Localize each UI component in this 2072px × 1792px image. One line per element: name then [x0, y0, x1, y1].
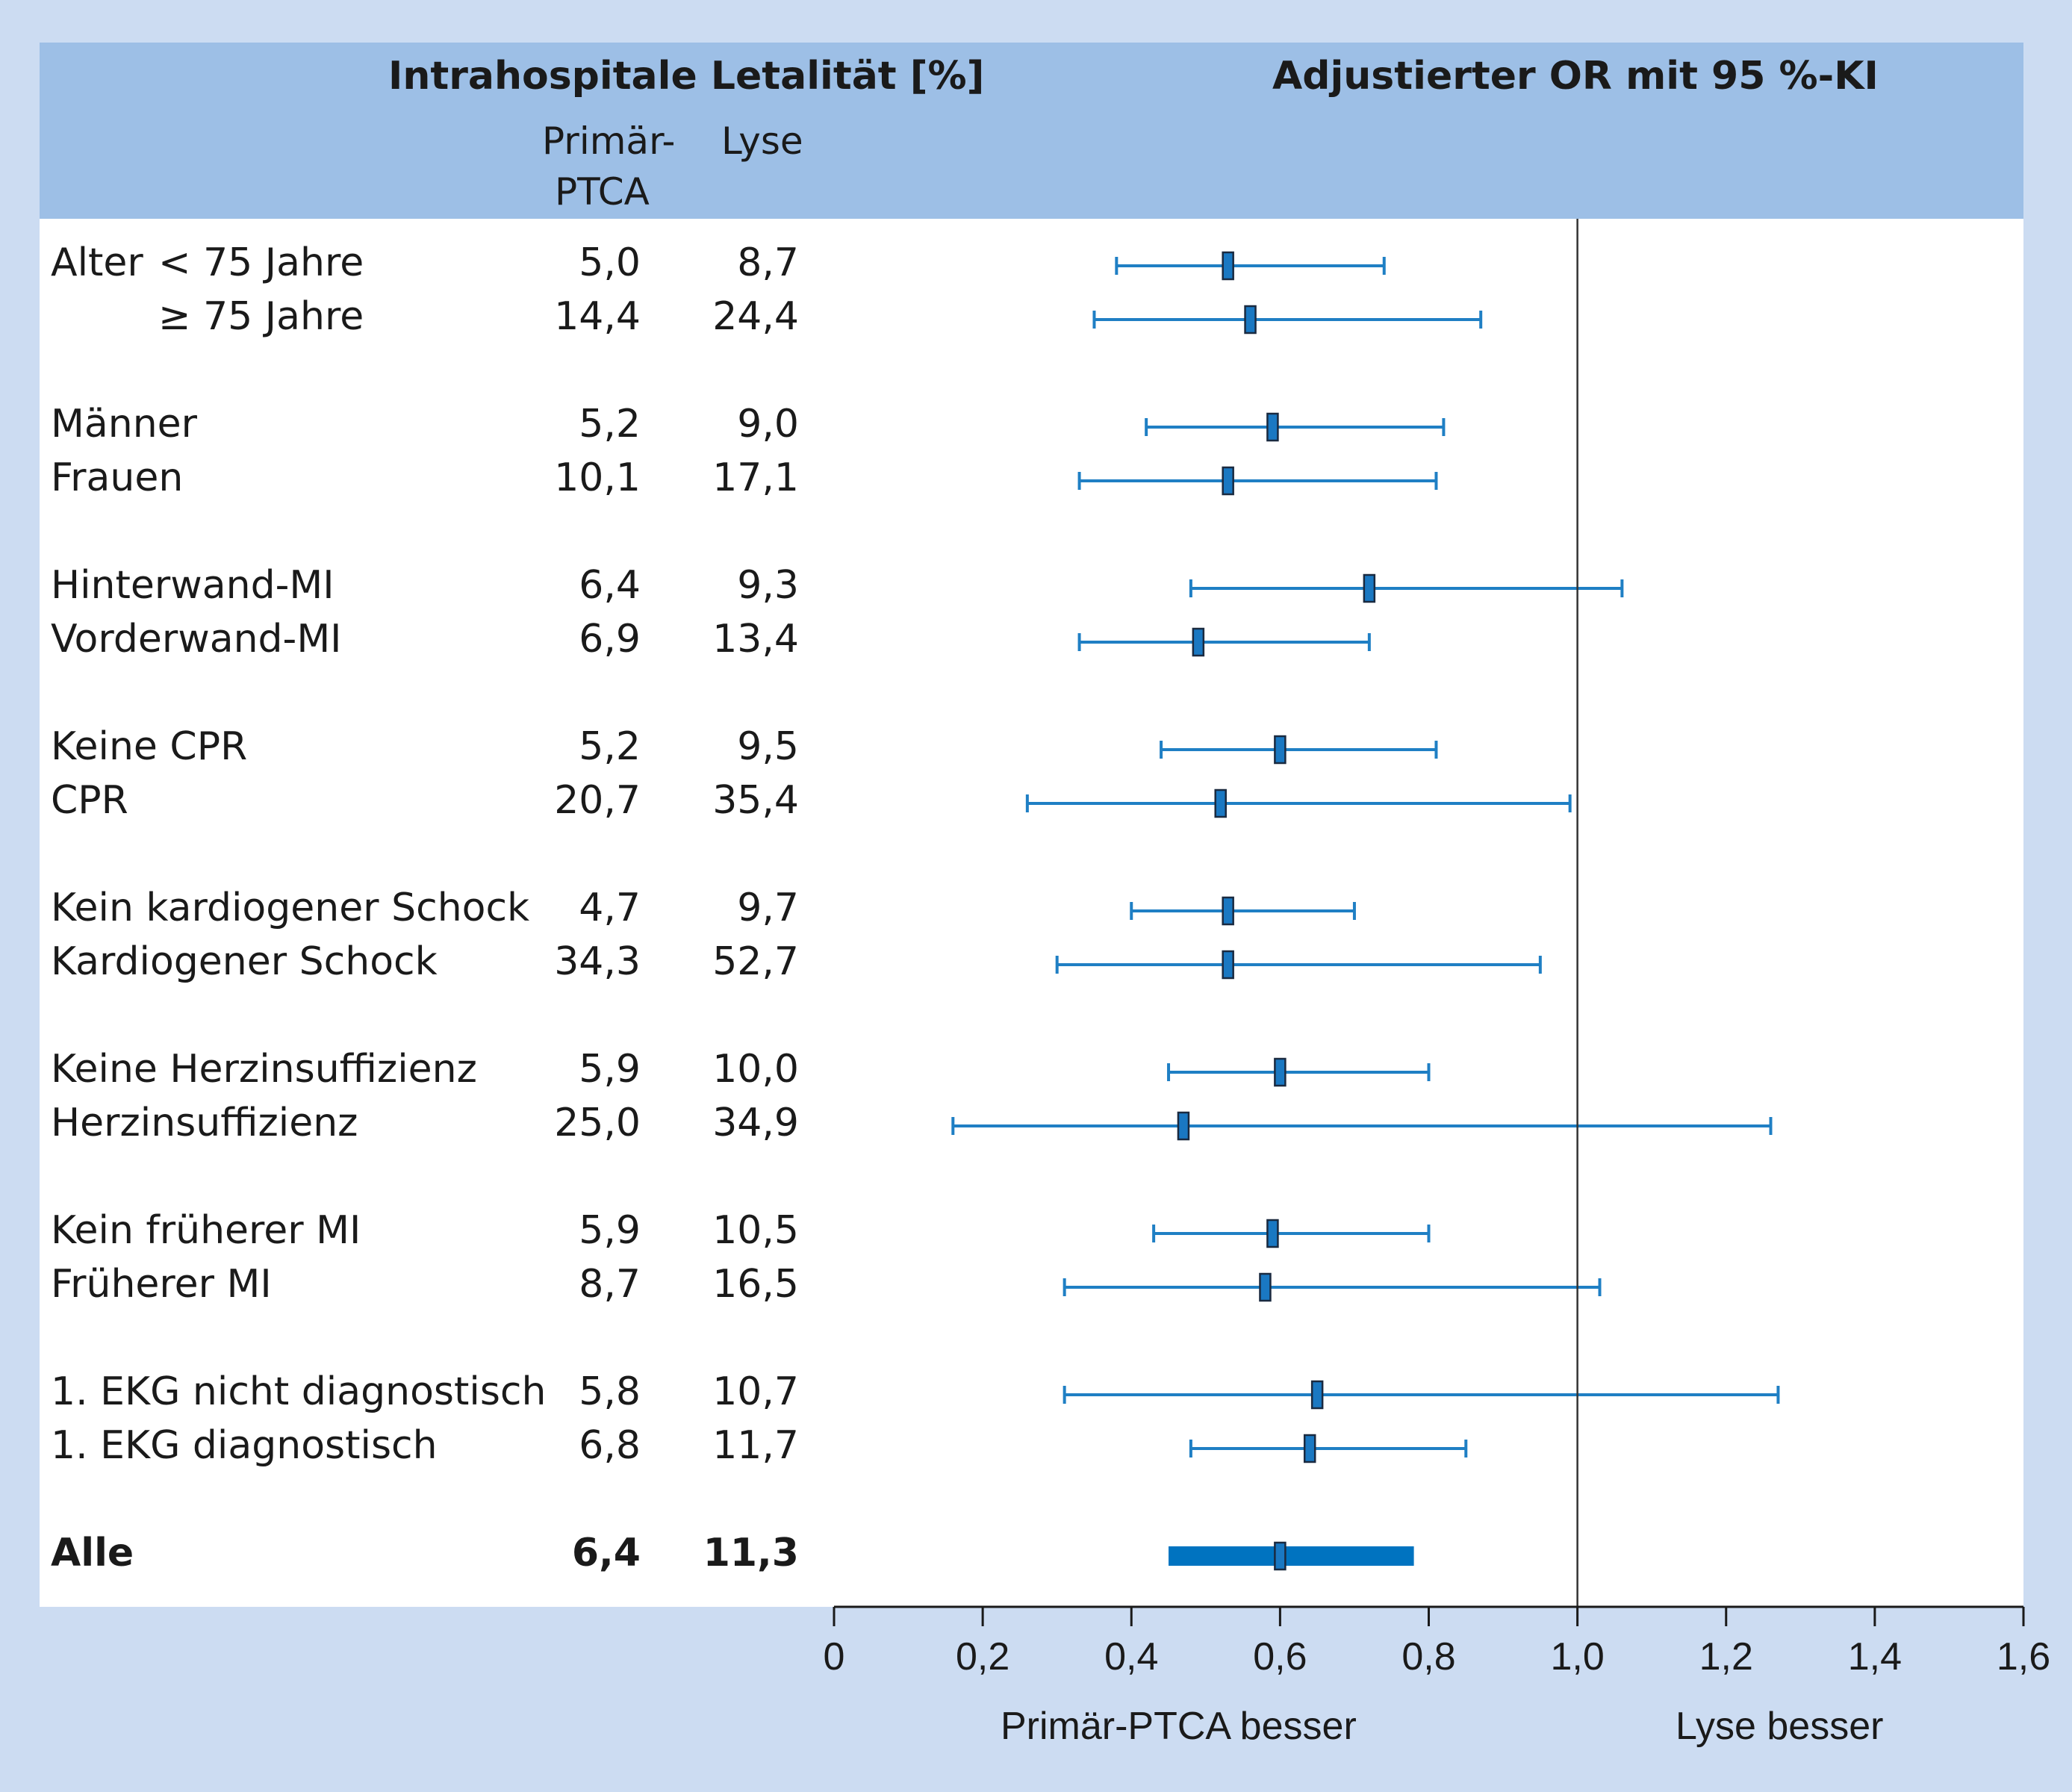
right-column-title: Adjustierter OR mit 95 %-KI: [1272, 54, 1879, 99]
ptca-column-header-line2: PTCA: [555, 170, 650, 214]
summary-lyse-value: 11,3: [703, 1531, 799, 1575]
odds-ratio-marker: [1303, 1434, 1316, 1463]
lyse-value: 9,0: [737, 402, 799, 447]
odds-ratio-marker: [1222, 466, 1234, 496]
odds-ratio-marker: [1192, 627, 1205, 657]
odds-ratio-marker: [1222, 896, 1234, 926]
lyse-value: 11,7: [712, 1423, 799, 1468]
ptca-value: 6,9: [579, 617, 641, 662]
odds-ratio-marker: [1274, 735, 1287, 765]
odds-ratio-marker: [1363, 573, 1376, 603]
row-label: Herzinsuffizienz: [51, 1101, 358, 1145]
ptca-column-header-line1: Primär-: [542, 119, 676, 163]
lyse-value: 10,7: [712, 1369, 799, 1414]
odds-ratio-marker: [1274, 1057, 1287, 1087]
lyse-value: 9,5: [737, 724, 799, 769]
ptca-value: 5,8: [579, 1369, 641, 1414]
lyse-value: 9,7: [737, 886, 799, 930]
lyse-value: 10,5: [712, 1208, 799, 1253]
lyse-value: 10,0: [712, 1047, 799, 1092]
odds-ratio-marker: [1266, 412, 1279, 442]
chart-panel: [40, 43, 2023, 1607]
row-label: 1. EKG diagnostisch: [51, 1423, 438, 1468]
odds-ratio-marker: [1274, 1541, 1287, 1571]
lyse-value: 13,4: [712, 617, 799, 662]
x-tick-label: 0,6: [1253, 1635, 1307, 1679]
ptca-value: 5,0: [579, 240, 641, 285]
ptca-value: 5,9: [579, 1047, 641, 1092]
odds-ratio-marker: [1259, 1272, 1272, 1302]
x-tick-label: 1,0: [1550, 1635, 1604, 1679]
row-label: Kardiogener Schock: [51, 939, 438, 984]
odds-ratio-marker: [1222, 950, 1234, 980]
lyse-value: 16,5: [712, 1262, 799, 1307]
summary-label: Alle: [51, 1531, 134, 1575]
row-label: 1. EKG nicht diagnostisch: [51, 1369, 547, 1414]
row-label: ≥ 75 Jahre: [158, 294, 364, 339]
lyse-value: 34,9: [712, 1101, 799, 1145]
group-label: Alter: [51, 240, 143, 285]
ptca-value: 8,7: [579, 1262, 641, 1307]
lyse-value: 35,4: [712, 778, 799, 823]
lyse-value: 24,4: [712, 294, 799, 339]
row-label: Männer: [51, 402, 198, 447]
x-tick-label: 0,2: [956, 1635, 1009, 1679]
ptca-value: 6,4: [579, 563, 641, 608]
lyse-value: 9,3: [737, 563, 799, 608]
row-label: Vorderwand-MI: [51, 617, 342, 662]
row-label: Keine Herzinsuffizienz: [51, 1047, 477, 1092]
ptca-value: 5,9: [579, 1208, 641, 1253]
row-label: Früherer MI: [51, 1262, 272, 1307]
x-tick-label: 1,2: [1699, 1635, 1753, 1679]
row-label: Kein früherer MI: [51, 1208, 361, 1253]
lyse-value: 8,7: [737, 240, 799, 285]
odds-ratio-marker: [1214, 788, 1227, 818]
ptca-value: 14,4: [554, 294, 641, 339]
ptca-value: 10,1: [554, 455, 641, 500]
x-tick-label: 1,4: [1848, 1635, 1902, 1679]
x-tick-label: 0,8: [1401, 1635, 1455, 1679]
ptca-value: 5,2: [579, 402, 641, 447]
lyse-value: 52,7: [712, 939, 799, 984]
lyse-value: 17,1: [712, 455, 799, 500]
odds-ratio-marker: [1266, 1219, 1279, 1248]
row-label: Frauen: [51, 455, 184, 500]
ptca-value: 25,0: [554, 1101, 641, 1145]
row-label: Kein kardiogener Schock: [51, 886, 530, 930]
x-tick-label: 0: [824, 1635, 845, 1679]
ptca-value: 34,3: [554, 939, 641, 984]
odds-ratio-marker: [1222, 251, 1234, 281]
ptca-better-note: Primär-PTCA besser: [1001, 1705, 1357, 1748]
lyse-column-header: Lyse: [721, 119, 803, 163]
summary-ptca-value: 6,4: [571, 1531, 641, 1575]
x-tick-label: 1,6: [1997, 1635, 2050, 1679]
odds-ratio-marker: [1310, 1380, 1324, 1410]
ptca-value: 5,2: [579, 724, 641, 769]
lyse-better-note: Lyse besser: [1676, 1705, 1884, 1748]
row-label: Keine CPR: [51, 724, 248, 769]
x-tick-label: 0,4: [1104, 1635, 1158, 1679]
odds-ratio-marker: [1244, 305, 1257, 335]
left-column-title: Intrahospitale Letalität [%]: [388, 54, 985, 99]
row-label: < 75 Jahre: [158, 240, 364, 285]
odds-ratio-marker: [1177, 1111, 1190, 1141]
ptca-value: 6,8: [579, 1423, 641, 1468]
row-label: Hinterwand-MI: [51, 563, 335, 608]
ptca-value: 20,7: [554, 778, 641, 823]
header-band: [40, 43, 2023, 219]
row-label: CPR: [51, 778, 128, 823]
ptca-value: 4,7: [579, 886, 641, 930]
